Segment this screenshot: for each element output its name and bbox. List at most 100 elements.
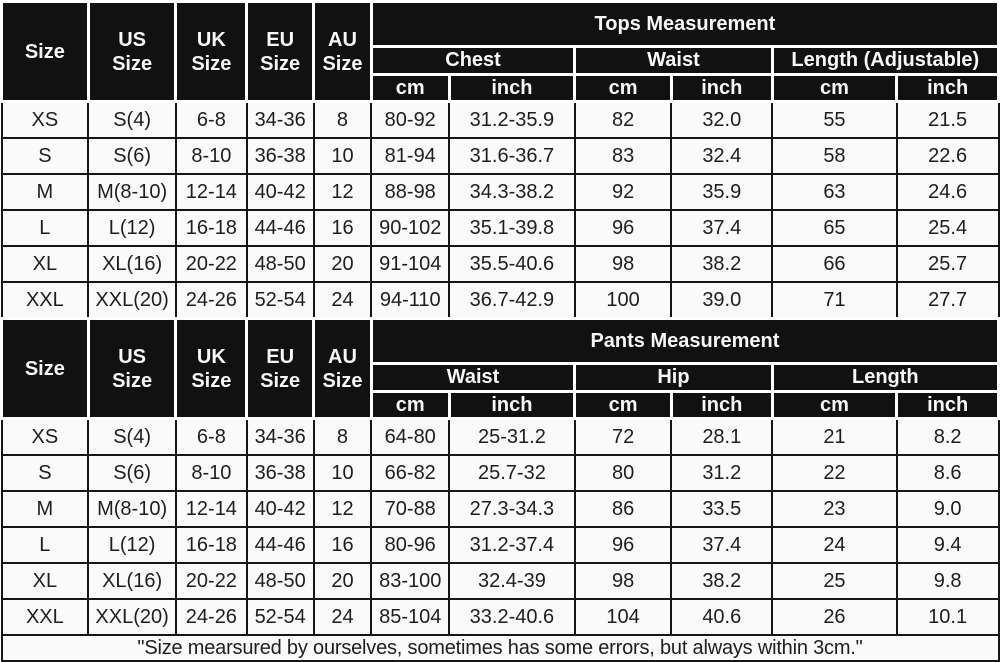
- data-cell: 40-42: [245, 173, 315, 211]
- data-cell: 40-42: [245, 490, 315, 528]
- data-cell: 38.2: [670, 562, 774, 600]
- data-cell: L(12): [87, 209, 177, 247]
- data-cell: 44-46: [245, 526, 315, 564]
- data-cell: 24: [312, 598, 373, 636]
- col-header-eu-size: EU Size: [245, 317, 316, 420]
- group-header-waist: Waist: [573, 45, 774, 76]
- data-cell: 36-38: [245, 454, 315, 492]
- data-cell: 16: [312, 526, 373, 564]
- table-row: XXL XXL(20) 24-26 52-54 24 85-104 33.2-40.6 104…: [0, 598, 1000, 636]
- data-cell: 24-26: [174, 598, 248, 636]
- data-cell: 104: [573, 598, 673, 636]
- table-row: XS S(4) 6-8 34-36 8 80-92 31.2-35.9 82 32.0 55 21.…: [0, 100, 1000, 139]
- data-cell: 86: [573, 490, 673, 528]
- data-cell: 98: [573, 245, 673, 283]
- pants-header: Size US Size UK Size EU Size AU Size Pan…: [0, 317, 1000, 420]
- data-cell: 65: [771, 209, 898, 247]
- data-cell: 37.4: [670, 526, 774, 564]
- footer-note: "Size mearsured by ourselves, sometimes …: [0, 634, 1000, 662]
- data-cell: 25-31.2: [448, 417, 576, 456]
- data-cell: XL(16): [87, 245, 177, 283]
- data-cell: M(8-10): [87, 173, 177, 211]
- data-cell: 16-18: [174, 209, 248, 247]
- section-title-tops: Tops Measurement: [369, 0, 1000, 48]
- data-cell: 22: [771, 454, 898, 492]
- data-cell: 21: [771, 417, 898, 456]
- data-cell: 40.6: [670, 598, 774, 636]
- data-cell: 16: [312, 209, 373, 247]
- data-cell: XL(16): [87, 562, 177, 600]
- data-cell: 33.5: [670, 490, 774, 528]
- row-size-label: XXL: [0, 598, 90, 636]
- table-row: XS S(4) 6-8 34-36 8 64-80 25-31.2 72 28.1 21 8.2: [0, 417, 1000, 456]
- data-cell: S(6): [87, 137, 177, 175]
- pants-rows: XS S(4) 6-8 34-36 8 64-80 25-31.2 72 28.1 21 8.2 S S…: [0, 417, 1000, 636]
- col-header-size: Size: [0, 0, 90, 103]
- data-cell: 16-18: [174, 526, 248, 564]
- data-cell: 31.2-35.9: [448, 100, 576, 139]
- data-cell: 25: [771, 562, 898, 600]
- data-cell: 25.7-32: [448, 454, 576, 492]
- data-cell: 48-50: [245, 562, 315, 600]
- data-cell: 8.2: [895, 417, 1000, 456]
- data-cell: 32.4-39: [448, 562, 576, 600]
- data-cell: 52-54: [245, 598, 315, 636]
- data-cell: 71: [771, 281, 898, 320]
- data-cell: 31.6-36.7: [448, 137, 576, 175]
- data-cell: 25.7: [895, 245, 1000, 283]
- unit-header-inch: inch: [447, 390, 577, 420]
- data-cell: 20-22: [174, 562, 248, 600]
- data-cell: 12-14: [174, 173, 248, 211]
- table-row: XL XL(16) 20-22 48-50 20 91-104 35.5-40.6 98 38.…: [0, 245, 1000, 283]
- row-size-label: S: [0, 137, 90, 175]
- data-cell: 44-46: [245, 209, 315, 247]
- data-cell: 80: [573, 454, 673, 492]
- data-cell: 8: [312, 417, 373, 456]
- data-cell: 21.5: [895, 100, 1000, 139]
- data-cell: 66-82: [370, 454, 451, 492]
- tops-header: Size US Size UK Size EU Size AU Size Top…: [0, 0, 1000, 103]
- data-cell: 31.2-37.4: [448, 526, 576, 564]
- row-size-label: S: [0, 454, 90, 492]
- data-cell: 81-94: [370, 137, 451, 175]
- data-cell: 34-36: [245, 100, 315, 139]
- unit-header-cm: cm: [369, 390, 451, 420]
- row-size-label: M: [0, 490, 90, 528]
- data-cell: 55: [771, 100, 898, 139]
- data-cell: 82: [573, 100, 673, 139]
- table-row: L L(12) 16-18 44-46 16 80-96 31.2-37.4 96 37.4 24…: [0, 526, 1000, 564]
- data-cell: 64-80: [370, 417, 451, 456]
- data-cell: 63: [771, 173, 898, 211]
- data-cell: 6-8: [174, 100, 248, 139]
- data-cell: 24-26: [174, 281, 248, 320]
- data-cell: 24: [771, 526, 898, 564]
- row-size-label: XS: [0, 100, 90, 139]
- col-header-au-size: AU Size: [312, 0, 373, 103]
- data-cell: S(6): [87, 454, 177, 492]
- data-cell: 32.0: [670, 100, 774, 139]
- data-cell: 27.3-34.3: [448, 490, 576, 528]
- unit-header-cm: cm: [573, 390, 673, 420]
- data-cell: M(8-10): [87, 490, 177, 528]
- row-size-label: XL: [0, 562, 90, 600]
- data-cell: 83-100: [370, 562, 451, 600]
- data-cell: 8: [312, 100, 373, 139]
- row-size-label: XL: [0, 245, 90, 283]
- data-cell: 9.0: [895, 490, 1000, 528]
- data-cell: 80-92: [370, 100, 451, 139]
- data-cell: 88-98: [370, 173, 451, 211]
- data-cell: 8-10: [174, 454, 248, 492]
- unit-header-inch: inch: [669, 390, 774, 420]
- tops-rows: XS S(4) 6-8 34-36 8 80-92 31.2-35.9 82 32.0 55 21.…: [0, 100, 1000, 320]
- data-cell: 35.1-39.8: [448, 209, 576, 247]
- data-cell: 8-10: [174, 137, 248, 175]
- group-header-waist: Waist: [369, 362, 577, 393]
- data-cell: 90-102: [370, 209, 451, 247]
- data-cell: 32.4: [670, 137, 774, 175]
- data-cell: 91-104: [370, 245, 451, 283]
- data-cell: 12: [312, 490, 373, 528]
- table-row: S S(6) 8-10 36-38 10 66-82 25.7-32 80 31.2 22 8.6: [0, 454, 1000, 492]
- col-header-au-size: AU Size: [312, 317, 373, 420]
- data-cell: 33.2-40.6: [448, 598, 576, 636]
- data-cell: 8.6: [895, 454, 1000, 492]
